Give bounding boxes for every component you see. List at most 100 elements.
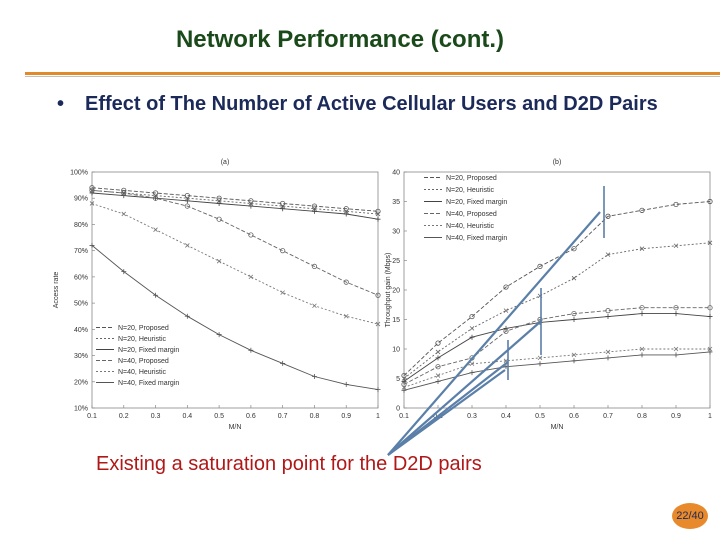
data-point xyxy=(707,346,713,352)
saturation-annotation: Existing a saturation point for the D2D … xyxy=(96,453,482,475)
legend-label: N=40, Heuristic xyxy=(446,223,495,230)
data-point xyxy=(537,361,543,367)
y-tick-label: 40 xyxy=(392,170,400,177)
data-point xyxy=(311,208,317,214)
data-point xyxy=(280,290,285,295)
x-tick-label: 0.6 xyxy=(246,413,256,420)
data-point xyxy=(248,201,254,206)
x-tick-label: 0.5 xyxy=(214,413,224,420)
data-point xyxy=(673,346,679,352)
x-tick-label: 1 xyxy=(708,413,712,420)
data-point xyxy=(153,292,159,298)
data-point xyxy=(503,325,509,331)
data-point xyxy=(311,374,317,380)
data-point xyxy=(312,206,317,211)
data-point xyxy=(673,243,679,249)
slide-title: Network Performance (cont.) xyxy=(175,26,505,53)
legend-label: N=20, Proposed xyxy=(446,175,497,182)
y-tick-label: 40% xyxy=(74,327,88,334)
panel-label: (b) xyxy=(553,159,562,166)
data-point xyxy=(375,216,381,222)
data-point xyxy=(639,305,645,311)
data-point xyxy=(537,355,543,361)
x-tick-label: 0.3 xyxy=(467,413,477,420)
data-point xyxy=(639,346,645,352)
annotation-arrow-line xyxy=(387,211,601,456)
data-point xyxy=(152,195,159,201)
series-line xyxy=(91,245,379,391)
data-point xyxy=(435,355,441,361)
series-line xyxy=(403,307,710,385)
data-point xyxy=(343,381,349,387)
data-point xyxy=(469,326,475,331)
data-point xyxy=(216,216,222,222)
data-point xyxy=(605,213,611,219)
data-point xyxy=(605,252,611,257)
legend-label: N=40, Fixed margin xyxy=(446,235,507,242)
x-axis-label: M/N xyxy=(229,424,242,431)
data-point xyxy=(121,193,127,199)
data-point xyxy=(707,349,713,355)
x-tick-label: 0.1 xyxy=(399,413,409,420)
panel-label: (a) xyxy=(221,159,230,166)
data-point xyxy=(707,305,713,311)
data-point xyxy=(89,190,95,196)
y-tick-label: 80% xyxy=(74,222,88,229)
y-tick-label: 15 xyxy=(392,317,400,324)
plot-frame-2 xyxy=(403,171,711,409)
data-point xyxy=(248,232,254,238)
y-tick-label: 100% xyxy=(70,170,88,177)
data-point xyxy=(571,352,577,358)
x-tick-label: 0.7 xyxy=(278,413,288,420)
series-line xyxy=(91,203,379,325)
y-tick-label: 30% xyxy=(74,353,88,360)
data-point xyxy=(605,308,611,314)
data-point xyxy=(343,209,349,214)
series-line xyxy=(403,313,711,382)
data-point xyxy=(469,361,475,367)
data-point xyxy=(707,240,713,246)
data-point xyxy=(311,263,318,269)
series-line xyxy=(403,242,711,379)
bullet-point: • Effect of The Number of Active Cellula… xyxy=(57,92,697,117)
data-point xyxy=(537,263,543,269)
data-point xyxy=(673,201,679,208)
series-line xyxy=(403,201,711,376)
data-point xyxy=(503,308,509,313)
x-tick-label: 0.6 xyxy=(569,413,579,420)
data-point xyxy=(153,193,158,198)
data-point xyxy=(312,303,317,309)
y-axis-label: Access rate xyxy=(53,272,60,309)
y-tick-label: 35 xyxy=(392,199,400,206)
data-point xyxy=(537,316,543,323)
series-line xyxy=(91,187,379,212)
data-point xyxy=(707,314,713,320)
y-tick-label: 25 xyxy=(392,258,400,265)
legend-label: N=20, Heuristic xyxy=(118,336,167,343)
data-point xyxy=(89,242,95,248)
y-tick-label: 20% xyxy=(74,379,88,386)
data-point xyxy=(469,370,475,376)
legend-label: N=40, Fixed margin xyxy=(118,380,179,387)
data-point xyxy=(435,378,441,384)
x-tick-label: 0.3 xyxy=(151,413,161,420)
data-point xyxy=(673,311,679,317)
x-tick-label: 1 xyxy=(376,413,380,420)
data-point xyxy=(707,198,713,205)
data-point xyxy=(401,376,407,381)
data-point xyxy=(89,201,95,206)
data-point xyxy=(184,313,190,319)
data-point xyxy=(571,310,577,317)
data-point xyxy=(639,246,645,251)
series-line xyxy=(91,189,379,296)
annotation-arrow-line xyxy=(387,369,506,456)
data-point xyxy=(343,211,349,217)
y-axis-label: Throughput gain (Mbps) xyxy=(385,253,392,328)
x-axis-label: M/N xyxy=(551,424,564,431)
data-point xyxy=(280,360,286,366)
y-tick-label: 60% xyxy=(74,274,88,281)
page-number-badge: 22/40 xyxy=(672,503,708,529)
data-point xyxy=(216,258,222,264)
data-point xyxy=(435,373,441,378)
